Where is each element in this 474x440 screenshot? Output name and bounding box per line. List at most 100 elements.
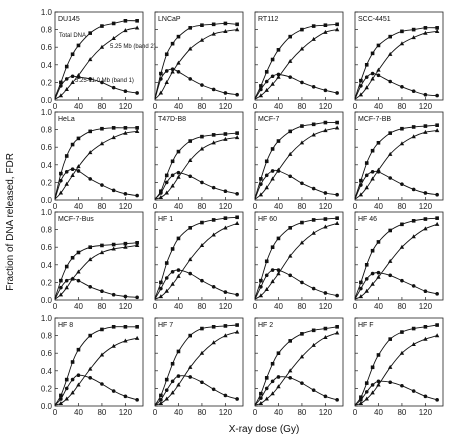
point-circle (276, 72, 281, 77)
panel-frame (154, 11, 244, 101)
point-circle (64, 386, 69, 391)
point-square (388, 34, 392, 39)
y-tick-label: 0.8 (41, 226, 53, 235)
x-tick-label: 40 (74, 102, 83, 111)
point-circle (259, 87, 263, 92)
point-square (88, 333, 92, 338)
x-tick-label: 120 (319, 202, 333, 211)
series-line-square (154, 216, 238, 299)
point-circle (135, 295, 139, 300)
series-line-square (154, 324, 238, 406)
panel-title: HeLa (58, 116, 75, 123)
y-tick-label: 0.4 (41, 367, 53, 376)
x-tick-label: 0 (253, 302, 258, 311)
point-circle (135, 91, 139, 95)
point-square (200, 220, 204, 225)
point-square (423, 26, 428, 30)
point-circle (411, 284, 416, 288)
panel-4: 0.0 0.2 0.4 0.6 0.8 1.0 0 40 80 120 HeLa (41, 108, 144, 211)
point-triangle (111, 343, 116, 348)
point-triangle (334, 125, 340, 130)
point-square (76, 43, 81, 48)
panel-title: RT112 (258, 16, 278, 23)
series-line-triangle (154, 137, 238, 200)
panel-frame (254, 317, 344, 407)
point-circle (211, 285, 216, 289)
point-triangle (176, 60, 181, 65)
point-square (88, 129, 92, 134)
point-square (76, 347, 81, 352)
point-square (59, 80, 63, 85)
point-square (323, 23, 328, 27)
point-triangle (164, 288, 169, 293)
point-triangle (399, 141, 405, 146)
point-triangle (270, 391, 275, 396)
series-line-square (354, 124, 438, 199)
panel-0: 0.0 0.2 0.4 0.6 0.8 1.0 0 40 80 120 DU145 Total DNA… (41, 8, 156, 111)
x-tick-label: 120 (319, 102, 333, 111)
point-circle (76, 373, 81, 378)
point-triangle (134, 128, 140, 133)
point-square (211, 133, 216, 137)
point-triangle (399, 350, 405, 355)
point-square (335, 325, 339, 329)
point-triangle (288, 253, 293, 258)
point-triangle (99, 44, 105, 49)
point-circle (70, 74, 75, 79)
x-tick-label: 80 (297, 202, 306, 211)
x-tick-label: 0 (353, 408, 358, 417)
point-triangle (199, 146, 205, 151)
panel-frame (154, 211, 244, 301)
point-square (135, 241, 139, 245)
x-tick-label: 120 (419, 302, 433, 311)
point-circle (211, 87, 216, 92)
point-square (123, 19, 128, 23)
point-circle (176, 268, 181, 272)
point-triangle (276, 74, 281, 79)
point-circle (223, 393, 228, 398)
point-triangle (170, 69, 175, 74)
point-square (164, 173, 169, 178)
point-square (335, 216, 339, 220)
point-circle (276, 268, 281, 272)
point-circle (411, 89, 416, 93)
point-square (288, 129, 292, 134)
point-triangle (258, 400, 264, 405)
point-circle (311, 186, 316, 191)
point-circle (176, 374, 181, 378)
point-triangle (58, 93, 64, 98)
y-tick-label: 0.6 (41, 43, 53, 52)
point-square (200, 326, 204, 331)
point-square (388, 228, 392, 233)
point-circle (423, 394, 428, 399)
point-triangle (99, 141, 105, 146)
point-circle (159, 191, 163, 195)
point-triangle (88, 366, 93, 371)
point-triangle (211, 340, 216, 345)
point-circle (123, 192, 128, 196)
point-circle (135, 193, 139, 198)
point-triangle (423, 226, 428, 231)
point-triangle (123, 130, 128, 135)
point-square (435, 123, 439, 127)
point-circle (370, 383, 375, 387)
point-triangle (376, 67, 381, 72)
point-triangle (288, 58, 293, 63)
point-square (264, 376, 269, 380)
point-triangle (258, 192, 264, 197)
point-circle (311, 85, 316, 89)
point-circle (164, 388, 169, 392)
point-triangle (434, 333, 440, 338)
point-square (276, 48, 281, 52)
point-square (64, 64, 69, 69)
point-triangle (270, 81, 275, 86)
x-tick-label: 40 (74, 302, 83, 311)
x-tick-label: 0 (153, 202, 158, 211)
point-triangle (223, 136, 228, 141)
point-triangle (423, 336, 428, 341)
series-line-circle (354, 272, 438, 300)
x-tick-label: 0 (53, 102, 58, 111)
x-tick-label: 0 (253, 202, 258, 211)
point-circle (270, 268, 275, 272)
